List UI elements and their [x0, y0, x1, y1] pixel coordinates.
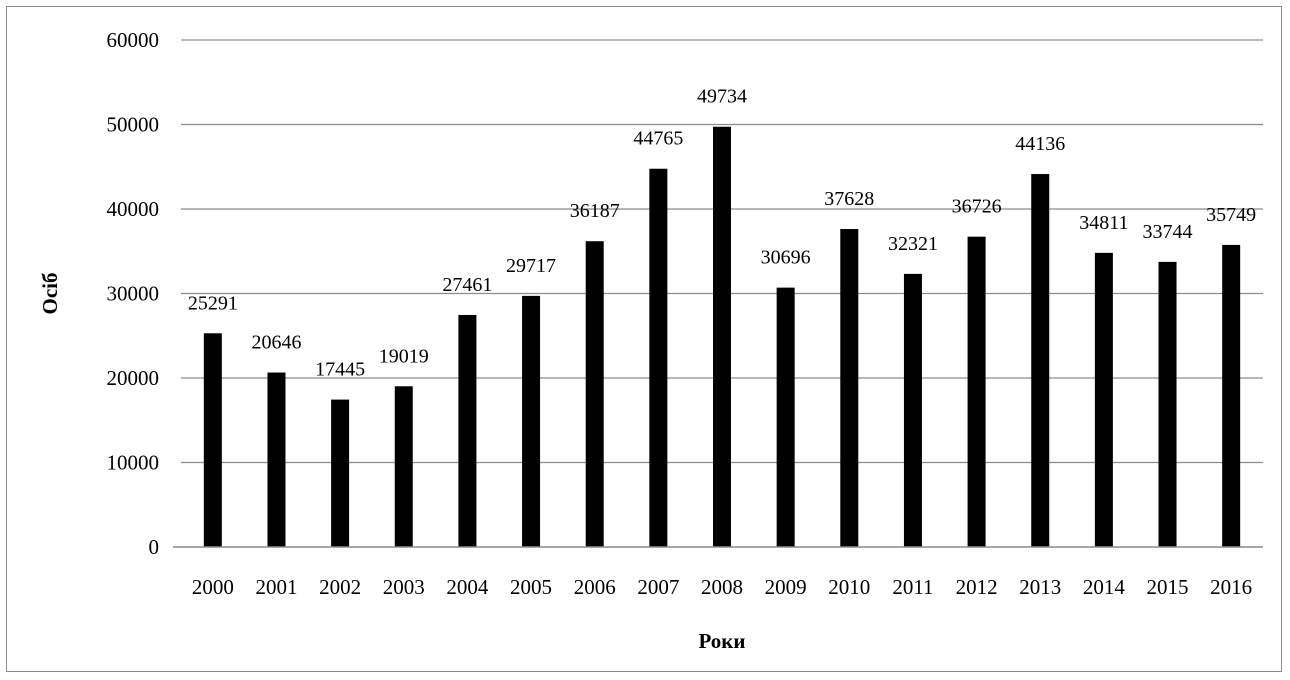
y-axis-title: Осіб — [38, 273, 62, 315]
x-tick-label-2002: 2002 — [319, 575, 361, 599]
bar-2001 — [267, 372, 286, 547]
x-tick-label-2005: 2005 — [510, 575, 552, 599]
bar-2005 — [522, 295, 541, 547]
x-tick-label-2015: 2015 — [1147, 575, 1189, 599]
data-label-2009: 30696 — [761, 247, 811, 269]
data-labels: 25291 20646 17445 19019 27461 29717 36187 44765… — [188, 86, 1256, 381]
bar-2009 — [776, 287, 795, 547]
x-tick-label-2012: 2012 — [956, 575, 998, 599]
x-tick-label-2010: 2010 — [828, 575, 870, 599]
x-axis-title: Роки — [698, 629, 745, 653]
y-axis-tick-labels: 0 10000 20000 30000 40000 50000 60000 — [107, 28, 160, 559]
data-label-2011: 32321 — [888, 233, 938, 255]
data-label-2010: 37628 — [824, 188, 874, 210]
x-tick-label-2014: 2014 — [1083, 575, 1126, 599]
y-tick-label: 40000 — [107, 197, 160, 221]
bar-2008 — [713, 126, 731, 547]
x-axis-tick-labels: 2000 2001 2002 2003 2004 2005 2006 2007 2008 2009… — [192, 575, 1252, 599]
data-label-2002: 17445 — [315, 359, 365, 381]
data-label-2014: 34811 — [1079, 212, 1128, 234]
y-tick-label: 60000 — [107, 28, 160, 52]
bar-2016 — [1222, 244, 1241, 547]
data-label-2005: 29717 — [506, 255, 556, 277]
data-label-2001: 20646 — [251, 332, 301, 354]
bar-2015 — [1158, 261, 1177, 547]
x-tick-label-2001: 2001 — [255, 575, 297, 599]
x-tick-label-2009: 2009 — [765, 575, 807, 599]
x-tick-label-2004: 2004 — [446, 575, 489, 599]
y-tick-label: 0 — [149, 535, 160, 559]
x-tick-label-2003: 2003 — [383, 575, 425, 599]
x-tick-label-2000: 2000 — [192, 575, 234, 599]
y-tick-label: 50000 — [107, 113, 160, 137]
bars — [203, 126, 1241, 548]
data-label-2012: 36726 — [952, 196, 1002, 218]
bar-2013 — [1031, 174, 1050, 548]
bar-chart: 25291 20646 17445 19019 27461 29717 36187 44765… — [38, 28, 1263, 653]
bar-2002 — [331, 399, 350, 547]
data-label-2016: 35749 — [1206, 204, 1256, 226]
bar-2014 — [1094, 252, 1113, 547]
data-label-2007: 44765 — [633, 128, 683, 150]
x-tick-label-2011: 2011 — [892, 575, 933, 599]
data-label-2006: 36187 — [570, 200, 620, 222]
data-label-2013: 44136 — [1015, 133, 1065, 155]
x-tick-label-2013: 2013 — [1019, 575, 1061, 599]
data-label-2015: 33744 — [1143, 221, 1193, 243]
data-label-2004: 27461 — [442, 274, 492, 296]
bar-2003 — [394, 386, 413, 547]
x-tick-label-2007: 2007 — [637, 575, 679, 599]
bar-2007 — [649, 168, 668, 547]
bar-2000 — [203, 333, 222, 547]
y-tick-label: 20000 — [107, 366, 160, 390]
y-tick-label: 30000 — [107, 282, 160, 306]
bar-2004 — [458, 314, 477, 547]
data-label-2000: 25291 — [188, 292, 238, 314]
x-tick-label-2016: 2016 — [1210, 575, 1252, 599]
x-tick-label-2006: 2006 — [574, 575, 616, 599]
x-tick-label-2008: 2008 — [701, 575, 743, 599]
data-label-2008: 49734 — [697, 86, 747, 108]
y-tick-label: 10000 — [107, 451, 160, 475]
bar-2011 — [903, 273, 922, 547]
bar-2010 — [840, 229, 859, 547]
bar-2012 — [967, 236, 986, 548]
bar-2006 — [585, 241, 604, 547]
data-label-2003: 19019 — [379, 345, 429, 367]
chart-frame: 25291 20646 17445 19019 27461 29717 36187 44765… — [6, 6, 1282, 672]
